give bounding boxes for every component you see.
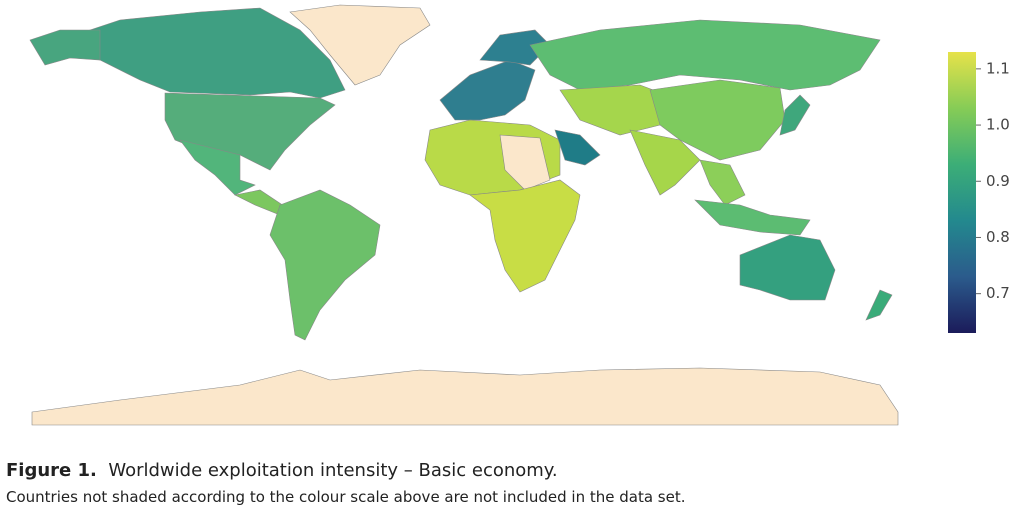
southeast-asia [699, 159, 746, 206]
world-map: 0.7 0.8 0.9 1.0 1.1 [29, 4, 1010, 426]
colorbar [948, 52, 976, 333]
figure-title: Worldwide exploitation intensity – Basic… [108, 460, 558, 481]
caption-title: Figure 1. Worldwide exploitation intensi… [6, 460, 558, 481]
colorbar-tick-label: 1.0 [986, 116, 1010, 134]
libya-sudan [499, 134, 551, 191]
russia [529, 19, 881, 91]
greenland [289, 4, 431, 86]
colorbar-tick-label: 0.7 [986, 284, 1010, 302]
colorbar-tick-label: 0.9 [986, 172, 1010, 190]
colorbar-tick-label: 0.8 [986, 228, 1010, 246]
antarctica [31, 367, 899, 426]
india [629, 129, 701, 196]
south-america [269, 189, 381, 341]
new-zealand [865, 289, 893, 321]
western-europe [439, 59, 536, 121]
countries [29, 4, 899, 426]
figure-label: Figure 1. [6, 460, 97, 481]
mexico [179, 139, 256, 196]
australia [739, 234, 836, 301]
japan [779, 94, 811, 136]
saudi-arabia [554, 129, 601, 166]
alaska [29, 29, 101, 66]
usa [164, 92, 336, 171]
colorbar-tick-label: 1.1 [986, 59, 1010, 77]
china [649, 79, 786, 161]
figure-note: Countries not shaded according to the co… [6, 488, 686, 506]
sub-saharan-africa [469, 179, 581, 293]
indonesia [694, 199, 811, 236]
colorbar-ticks: 0.7 0.8 0.9 1.0 1.1 [976, 59, 1010, 302]
